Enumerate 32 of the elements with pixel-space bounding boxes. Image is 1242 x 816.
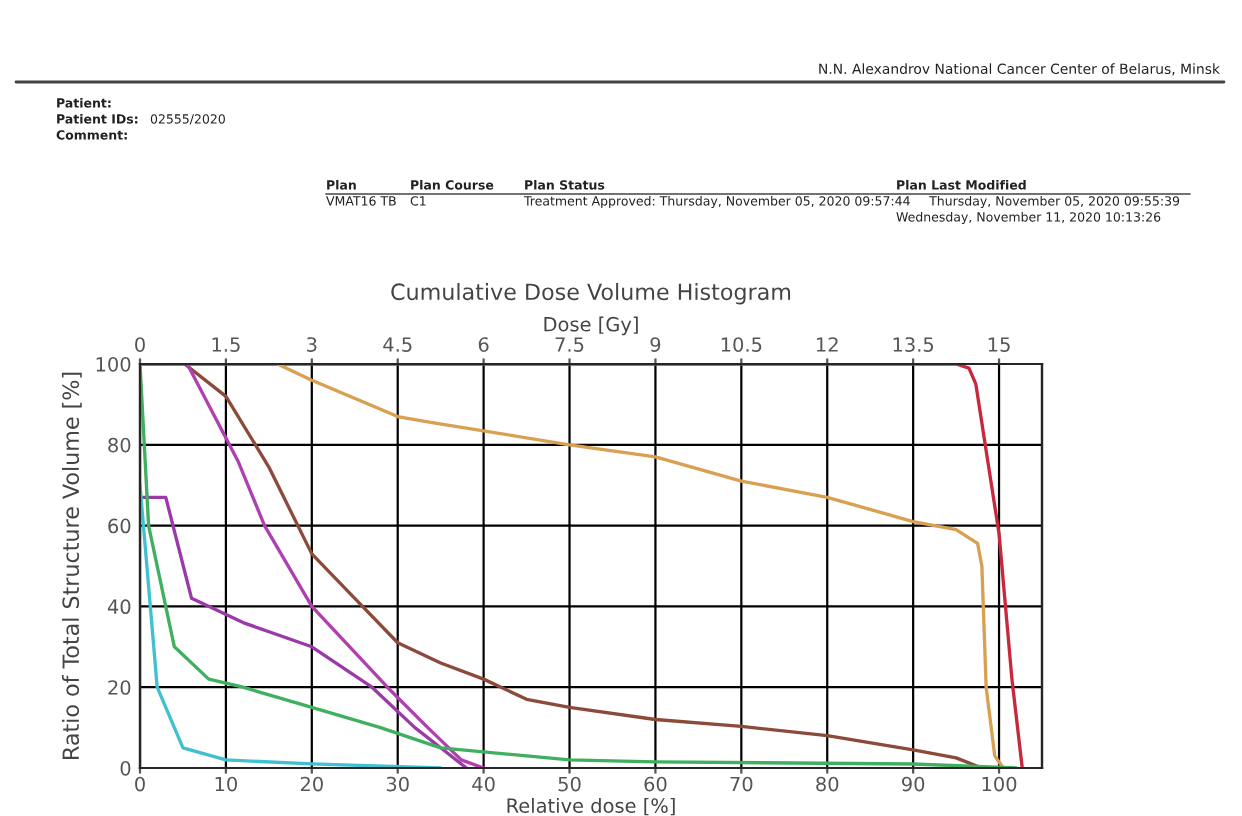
x-tick-label: 0 [135,776,145,792]
x-tick-label: 60 [644,776,667,792]
x2-tick-label: 15 [988,337,1010,352]
chart-title: Cumulative Dose Volume Histogram [391,282,791,305]
x-axis-title: Relative dose [%] [507,797,675,816]
x-tick-label: 30 [386,776,409,792]
x2-tick-label: 9 [650,337,661,352]
x2-axis-title: Dose [Gy] [544,316,638,336]
y-tick-label: 60 [108,518,131,534]
x2-tick-label: 7.5 [555,337,584,352]
x-tick-label: 40 [472,776,495,792]
y-tick-label: 80 [108,437,131,453]
x-tick-label: 90 [902,776,925,792]
x-tick-label: 10 [215,776,237,792]
x-tick-label: 80 [816,776,839,792]
x2-tick-label: 1.5 [212,337,240,352]
x2-tick-label: 10.5 [721,337,762,352]
x-tick-label: 50 [558,776,581,792]
x2-tick-label: 12 [817,337,838,352]
x2-tick-label: 0 [135,337,145,352]
y-axis-title: Ratio of Total Structure Volume [%] [61,372,82,759]
y-tick-label: 0 [120,760,131,776]
x2-tick-label: 6 [478,337,489,352]
y-tick-label: 20 [108,680,131,695]
x2-tick-label: 3 [307,337,317,352]
x-tick-label: 20 [300,776,323,792]
x2-tick-label: 13.5 [893,337,934,352]
y-tick-label: 40 [107,599,131,615]
x-tick-label: 70 [730,776,753,792]
x2-tick-label: 4.5 [383,337,412,352]
x-tick-label: 100 [982,776,1017,792]
y-tick-label: 100 [96,356,131,372]
